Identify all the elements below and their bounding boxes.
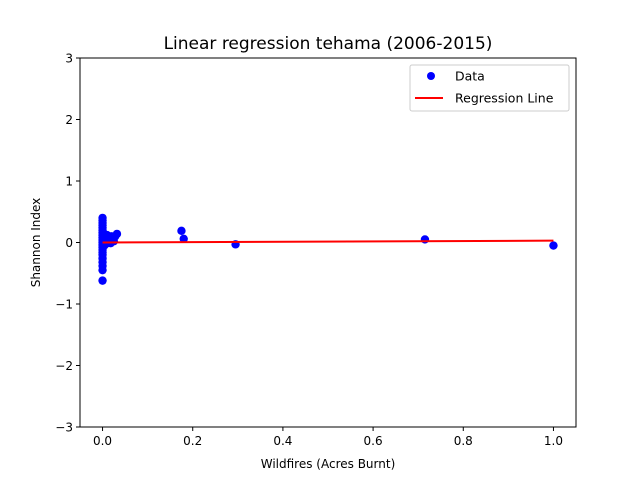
y-tick-label: 1 [65, 175, 73, 189]
regression-line [102, 239, 554, 244]
y-axis: −3 −2 −1 0 1 2 3 [55, 52, 80, 435]
legend-box [409, 64, 570, 112]
x-tick-label: 0.4 [273, 434, 292, 448]
data-point [549, 241, 558, 250]
legend: Data Regression Line [409, 64, 570, 112]
chart-title: Linear regression tehama (2006-2015) [164, 34, 493, 54]
data-point [98, 276, 107, 285]
y-tick-label: −2 [55, 359, 73, 373]
x-tick-label: 0.2 [183, 434, 202, 448]
y-tick-label: −3 [55, 421, 73, 435]
y-tick-label: −1 [55, 298, 73, 312]
data-point [420, 235, 430, 244]
data-point [112, 229, 122, 239]
data-point [177, 226, 186, 236]
legend-data-label: Data [455, 69, 485, 84]
x-tick-label: 0.6 [364, 434, 383, 448]
data-point [98, 265, 107, 275]
x-axis: 0.0 0.2 0.4 0.6 0.8 1.0 [93, 427, 563, 448]
y-tick-label: 2 [65, 113, 73, 127]
data-point [179, 234, 188, 244]
legend-data-marker [427, 72, 435, 80]
x-tick-label: 1.0 [544, 434, 563, 448]
y-tick-label: 0 [65, 236, 73, 250]
x-axis-label: Wildfires (Acres Burnt) [261, 457, 396, 471]
y-tick-label: 3 [65, 52, 73, 66]
x-tick-label: 0.0 [93, 434, 112, 448]
legend-regression-label: Regression Line [455, 91, 554, 106]
y-axis-label: Shannon Index [29, 198, 43, 288]
axes-frame [79, 57, 577, 428]
plot-area [98, 213, 558, 285]
x-tick-label: 0.8 [454, 434, 473, 448]
